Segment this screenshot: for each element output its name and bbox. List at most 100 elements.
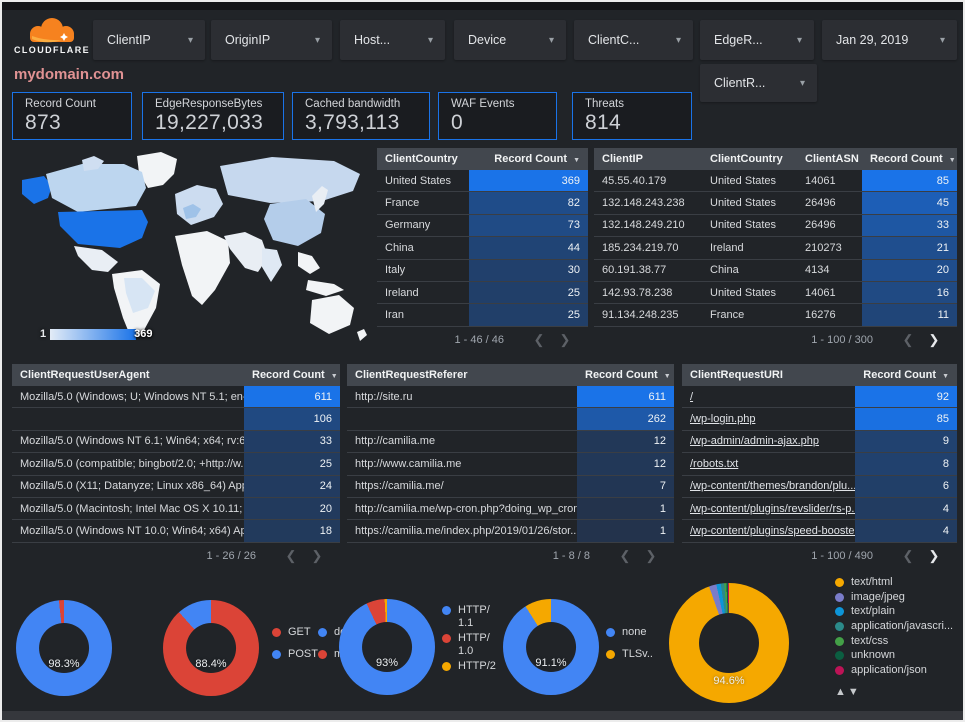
donut-chart-tls-version[interactable]: 91.1% [503,599,599,695]
table-row[interactable]: https://camilia.me/index.php/2019/01/26/… [347,520,674,543]
uri-link[interactable]: /wp-content/plugins/revslider/rs-p... [690,502,855,515]
table-row[interactable]: 45.55.40.179 United States 14061 85 [594,170,957,193]
column-header[interactable]: Record Count ▼ [870,153,956,165]
pagination-prev-icon[interactable]: ❮ [902,547,914,563]
table-row[interactable]: http://site.ru 611 [347,386,674,409]
column-header[interactable]: ClientCountry [385,153,458,165]
dimension-cell: 60.191.38.77 [602,264,667,277]
table-row[interactable]: Mozilla/5.0 (X11; Datanyze; Linux x86_64… [12,475,340,498]
filter-chip-clientc[interactable]: ClientC... ▾ [574,20,693,60]
uri-link[interactable]: /wp-content/themes/brandon/plu... [690,480,855,493]
legend-item[interactable]: POST [272,648,342,670]
record-count-cell: 92 [855,386,957,408]
table-row[interactable]: http://camilia.me 12 [347,430,674,454]
table-row[interactable]: Mozilla/5.0 (Windows; U; Windows NT 5.1;… [12,386,340,409]
table-row[interactable]: /wp-content/plugins/speed-booste... 4 [682,520,957,543]
column-header[interactable]: Record Count ▼ [252,369,338,381]
column-header[interactable]: ClientRequestURI [690,369,783,381]
record-count-cell: 33 [862,214,957,237]
column-header[interactable]: ClientIP [602,153,643,165]
filter-chip-device[interactable]: Device ▾ [454,20,566,60]
legend-item[interactable]: text/html [835,576,960,591]
pagination-next-icon[interactable]: ❯ [559,331,571,347]
pagination-next-icon[interactable]: ❯ [928,547,940,563]
table-row[interactable]: http://camilia.me/wp-cron.php?doing_wp_c… [347,497,674,521]
legend-item[interactable]: GET [272,626,342,648]
uri-link[interactable]: /wp-login.php [690,413,756,426]
donut-chart-http-version[interactable]: 93% [339,599,435,695]
table-row[interactable]: 60.191.38.77 China 4134 20 [594,259,957,282]
table-row[interactable]: Germany 73 [377,214,588,238]
table-row[interactable]: France 82 [377,192,588,215]
table-row[interactable]: Italy 30 [377,259,588,282]
geo-map[interactable]: 1 369 [12,148,374,356]
uri-link[interactable]: /wp-content/plugins/speed-booste... [690,525,855,538]
pagination-next-icon[interactable]: ❯ [928,331,940,347]
filter-chip-originip[interactable]: OriginIP ▾ [211,20,332,60]
filter-chip-clientr[interactable]: ClientR... ▾ [700,64,817,102]
table-row[interactable]: https://camilia.me/7 [347,475,674,498]
filter-chip-host[interactable]: Host... ▾ [340,20,445,60]
table-row[interactable]: Mozilla/5.0 (Macintosh; Intel Mac OS X 1… [12,497,340,521]
legend-item[interactable]: HTTP/ 1.1 [442,604,504,632]
pagination-prev-icon[interactable]: ❮ [619,547,631,563]
legend-item[interactable]: none [606,626,676,648]
legend-item[interactable]: text/plain [835,605,960,620]
table-row[interactable]: /wp-content/plugins/revslider/rs-p... 4 [682,497,957,521]
table-row[interactable]: Mozilla/5.0 (Windows NT 10.0; Win64; x64… [12,520,340,543]
table-row[interactable]: Mozilla/5.0 (Windows NT 6.1; Win64; x64;… [12,430,340,454]
map-legend-min: 1 [40,328,47,340]
table-row[interactable]: /wp-login.php 85 [682,408,957,431]
pagination-next-icon[interactable]: ❯ [311,547,323,563]
table-row[interactable]: / 92 [682,386,957,409]
column-header[interactable]: ClientASN [805,153,859,165]
table-row[interactable]: /wp-admin/admin-ajax.php 9 [682,430,957,454]
legend-item[interactable]: image/jpeg [835,591,960,606]
table-row[interactable]: Ireland 25 [377,281,588,305]
legend-scroll-buttons[interactable]: ▲▼ [835,686,861,698]
legend-item[interactable]: application/json [835,664,960,679]
table-row[interactable]: /wp-content/themes/brandon/plu... 6 [682,475,957,498]
legend-item[interactable]: TLSv.. [606,648,676,670]
column-header[interactable]: Record Count ▼ [585,369,671,381]
date-range-filter[interactable]: Jan 29, 2019 ▾ [822,20,957,60]
legend-item[interactable]: text/css [835,635,960,650]
table-row[interactable]: 142.93.78.238 United States 14061 16 [594,281,957,305]
pagination-prev-icon[interactable]: ❮ [533,331,545,347]
table-row[interactable]: 106 [12,408,340,431]
uri-link[interactable]: /wp-admin/admin-ajax.php [690,435,820,448]
table-row[interactable]: /robots.txt 8 [682,453,957,476]
donut-chart-http-method[interactable]: 88.4% [163,600,259,696]
table-row[interactable]: United States 369 [377,170,588,193]
filter-chip-clientip[interactable]: ClientIP ▾ [93,20,205,60]
pagination-prev-icon[interactable]: ❮ [285,547,297,563]
uri-link[interactable]: / [690,390,694,403]
pagination-next-icon[interactable]: ❯ [645,547,657,563]
donut-chart-content-type[interactable]: 94.6% [669,583,789,703]
uri-link[interactable]: /robots.txt [690,457,739,470]
table-row[interactable]: 185.234.219.70 Ireland 210273 21 [594,237,957,260]
table-row[interactable]: China 44 [377,237,588,260]
table-row[interactable]: 91.134.248.235 France 16276 11 [594,304,957,327]
filter-chip-edger[interactable]: EdgeR... ▾ [700,20,814,60]
column-header[interactable]: Record Count ▼ [863,369,949,381]
legend-scroll-up-icon[interactable]: ▲ [835,686,848,698]
donut-chart-device-type[interactable]: 98.3% [16,600,112,696]
column-header[interactable]: ClientCountry [710,153,783,165]
column-header[interactable]: ClientRequestUserAgent [20,369,150,381]
table-row[interactable]: Mozilla/5.0 (compatible; bingbot/2.0; +h… [12,453,340,476]
table-row[interactable]: http://www.camilia.me 12 [347,453,674,476]
legend-scroll-down-icon[interactable]: ▼ [847,686,861,698]
legend-item[interactable]: unknown [835,649,960,664]
legend-item[interactable]: HTTP/2 [442,660,504,688]
table-row[interactable]: 262 [347,408,674,431]
record-count-cell: 25 [469,304,588,326]
table-row[interactable]: 132.148.243.238 United States 26496 45 [594,192,957,215]
pagination-prev-icon[interactable]: ❮ [902,331,914,347]
table-row[interactable]: 132.148.249.210 United States 26496 33 [594,214,957,238]
table-row[interactable]: Iran 25 [377,304,588,327]
legend-item[interactable]: HTTP/ 1.0 [442,632,504,660]
column-header[interactable]: ClientRequestReferer [355,369,468,381]
legend-item[interactable]: application/javascri... [835,620,960,635]
column-header[interactable]: Record Count ▼ [494,153,580,165]
